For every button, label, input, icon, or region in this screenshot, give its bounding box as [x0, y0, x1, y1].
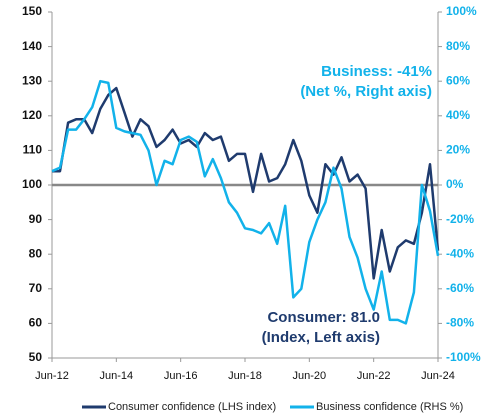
- y2-tick-label: -20%: [446, 212, 474, 226]
- y2-tick-label: -100%: [446, 350, 481, 364]
- y2-tick-label: 80%: [446, 39, 470, 53]
- y2-tick-label: 100%: [446, 4, 477, 18]
- series-line: [51, 79, 440, 325]
- y-tick-label: 120: [22, 108, 42, 122]
- x-tick-label: Jun-24: [421, 370, 455, 382]
- y-tick-label: 60: [29, 316, 43, 330]
- y-tick-label: 80: [29, 246, 43, 260]
- y2-tick-label: 20%: [446, 143, 470, 157]
- x-tick-label: Jun-12: [35, 370, 69, 382]
- x-tick-label: Jun-16: [164, 370, 198, 382]
- x-tick-label: Jun-14: [100, 370, 134, 382]
- y-tick-label: 70: [29, 281, 43, 295]
- y2-tick-label: 40%: [446, 108, 470, 122]
- legend-label: Consumer confidence (LHS index): [108, 401, 276, 413]
- x-tick-label: Jun-22: [357, 370, 391, 382]
- y-tick-label: 110: [23, 143, 43, 157]
- annotation: Consumer: 81.0: [267, 309, 380, 326]
- y-tick-label: 140: [22, 39, 42, 53]
- annotation: (Net %, Right axis): [300, 83, 432, 100]
- y-tick-label: 50: [29, 350, 43, 364]
- y2-tick-label: -80%: [446, 316, 474, 330]
- y-tick-label: 90: [29, 212, 43, 226]
- x-tick-label: Jun-20: [293, 370, 327, 382]
- series-line: [52, 86, 440, 280]
- legend-label: Business confidence (RHS %): [316, 401, 463, 413]
- y-tick-label: 150: [22, 4, 42, 18]
- y2-tick-label: 60%: [446, 73, 470, 87]
- y2-tick-label: 0%: [446, 177, 464, 191]
- y-tick-label: 130: [22, 73, 42, 87]
- x-tick-label: Jun-18: [228, 370, 262, 382]
- y-tick-label: 100: [22, 177, 42, 191]
- y2-tick-label: -60%: [446, 281, 474, 295]
- y2-tick-label: -40%: [446, 246, 474, 260]
- annotation: Business: -41%: [321, 63, 432, 80]
- annotation: (Index, Left axis): [262, 329, 380, 346]
